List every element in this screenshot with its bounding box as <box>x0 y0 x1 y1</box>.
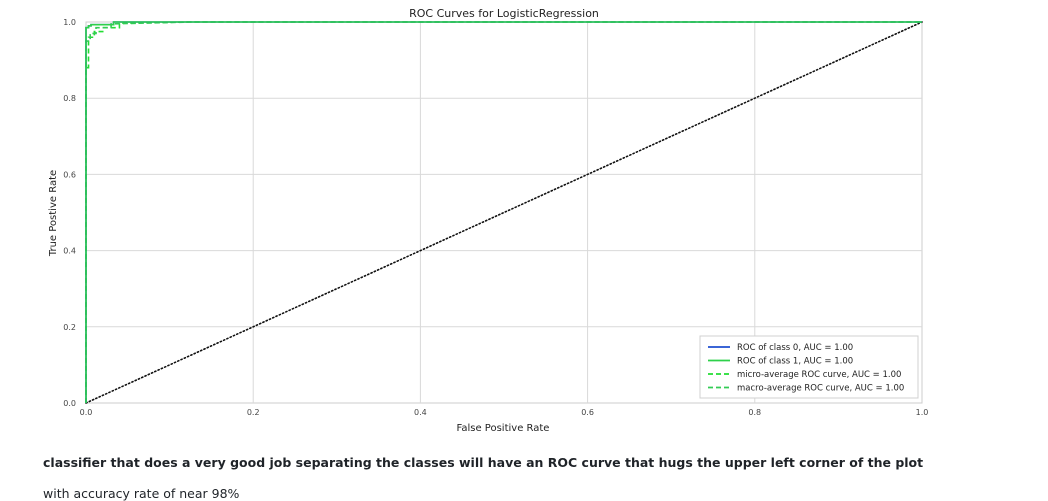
legend-label-1: ROC of class 1, AUC = 1.00 <box>737 357 853 367</box>
x-axis-label: False Positive Rate <box>457 423 550 434</box>
x-tick-label: 0.4 <box>414 408 427 417</box>
grid-lines <box>86 22 922 403</box>
chart-title: ROC Curves for LogisticRegression <box>409 7 599 20</box>
caption-normal-text: with accuracy rate of near 98% <box>43 486 240 501</box>
x-tick-label: 0.6 <box>581 408 594 417</box>
diagonal-reference-line <box>85 21 923 404</box>
x-tick-label: 1.0 <box>916 408 929 417</box>
x-tick-label: 0.8 <box>748 408 761 417</box>
y-tick-label: 0.6 <box>63 170 76 179</box>
legend-label-2: micro-average ROC curve, AUC = 1.00 <box>737 370 901 380</box>
y-tick-label: 0.8 <box>63 94 76 103</box>
y-tick-label: 0.4 <box>63 247 76 256</box>
y-tick-label: 1.0 <box>63 18 76 27</box>
caption-bold-text: classifier that does a very good job sep… <box>43 455 924 470</box>
tick-labels: 0.0 0.2 0.4 0.6 0.8 1.0 0.0 0.2 0.4 0.6 0.8 1.0 <box>63 18 928 417</box>
roc-series <box>85 21 923 404</box>
legend-label-3: macro-average ROC curve, AUC = 1.00 <box>737 384 904 394</box>
y-axis-label: True Postive Rate <box>48 170 59 257</box>
legend-box <box>699 335 919 399</box>
x-tick-label: 0.2 <box>247 408 260 417</box>
legend-label-0: ROC of class 0, AUC = 1.00 <box>737 343 853 353</box>
roc-series-line-1 <box>85 21 922 403</box>
y-tick-label: 0.2 <box>63 323 76 332</box>
x-tick-label: 0.0 <box>80 408 93 417</box>
y-tick-label: 0.0 <box>63 399 76 408</box>
legend: ROC of class 0, AUC = 1.00 ROC of class 1… <box>699 335 919 399</box>
roc-chart: ROC Curves for LogisticRegression 0.0 0.2… <box>48 7 928 434</box>
roc-series-line-3 <box>85 21 922 403</box>
